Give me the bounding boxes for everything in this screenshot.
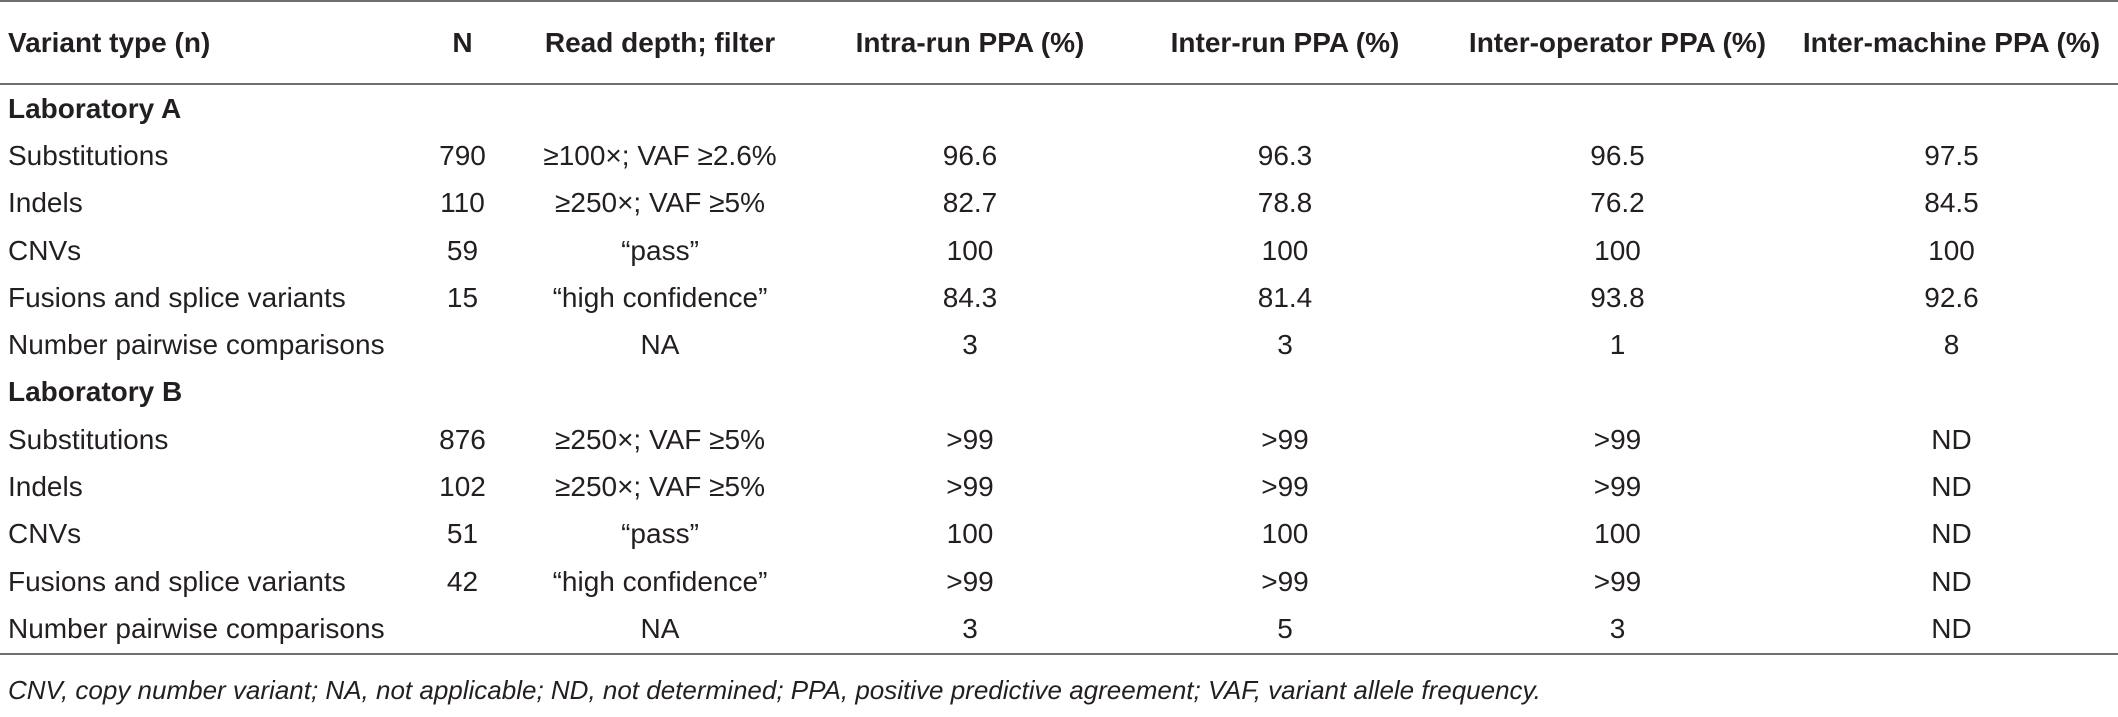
table-cell: >99 [1593, 423, 1642, 455]
table-cell: >99 [1261, 423, 1309, 455]
table-cell: ND [1931, 518, 1972, 550]
table-cell: “pass” [621, 234, 699, 266]
table-row: Fusions and splice variants 15 “high confi… [0, 274, 2118, 321]
table-cell: 82.7 [942, 187, 998, 219]
table-cell: 92.6 [1924, 281, 1979, 313]
section-title: Laboratory B [8, 376, 183, 408]
column-header: Variant type (n) [0, 0, 425, 85]
table-cell: ND [1931, 565, 1972, 597]
table-cell: 100 [1261, 234, 1309, 266]
table-cell: NA [500, 605, 820, 655]
table-cell: 93.8 [1590, 281, 1645, 313]
row-label: Substitutions [8, 139, 169, 171]
column-header: N [425, 0, 500, 85]
table-cell: 8 [1943, 329, 1960, 361]
table-cell: 790 [439, 139, 486, 171]
table-cell: >99 [946, 565, 994, 597]
table-footnote: CNV, copy number variant; NA, not applic… [8, 675, 1541, 705]
table-cell: 81.4 [1257, 281, 1313, 313]
table-cell: 78.8 [1257, 187, 1313, 219]
table-cell: 3 [1450, 605, 1785, 655]
table-row: Number pairwise comparisons NA 3 3 1 8 [0, 321, 2118, 368]
table-cell: >99 [1261, 471, 1309, 503]
column-header: Inter-machine PPA (%) [1785, 0, 2118, 85]
row-label: Fusions and splice variants [8, 565, 346, 597]
table-cell: ≥100×; VAF ≥2.6% [543, 139, 777, 171]
section-row: Laboratory B [0, 369, 2118, 416]
table-cell: 3 [820, 605, 1120, 655]
table-cell: 96.5 [1590, 139, 1645, 171]
table-cell: 100 [946, 234, 994, 266]
table-row: CNVs 59 “pass” 100 100 100 100 [0, 227, 2118, 274]
column-header: Inter-operator PPA (%) [1450, 0, 1785, 85]
table-cell: ≥250×; VAF ≥5% [555, 187, 765, 219]
section-title: Laboratory A [8, 92, 182, 124]
table-cell: >99 [1593, 471, 1642, 503]
table-row: Indels 110 ≥250×; VAF ≥5% 82.7 78.8 76.2 84.5 [0, 180, 2118, 227]
table-cell: 110 [440, 187, 485, 219]
table-cell: 5 [1120, 605, 1450, 655]
table-cell: “pass” [621, 518, 699, 550]
table-cell: 100 [1594, 234, 1641, 266]
row-label: Indels [8, 471, 83, 503]
table-cell: 100 [946, 518, 994, 550]
table-cell: ≥250×; VAF ≥5% [555, 471, 765, 503]
table-row: CNVs 51 “pass” 100 100 100 ND [0, 511, 2118, 558]
table-cell: >99 [1261, 565, 1309, 597]
table-cell: 876 [439, 423, 486, 455]
table-cell: 96.6 [942, 139, 998, 171]
table-cell: “high confidence” [552, 281, 768, 313]
table-row: Number pairwise comparisons NA 3 5 3 ND [0, 605, 2118, 655]
row-label: Fusions and splice variants [8, 281, 346, 313]
table-cell: 102 [439, 471, 486, 503]
table-cell: >99 [1593, 565, 1642, 597]
table-cell: 84.3 [942, 281, 998, 313]
table-cell [425, 605, 500, 655]
row-label: CNVs [8, 518, 82, 550]
row-label: Number pairwise comparisons [0, 605, 425, 655]
table-row: Indels 102 ≥250×; VAF ≥5% >99 >99 >99 ND [0, 463, 2118, 510]
table-row: Fusions and splice variants 42 “high confi… [0, 558, 2118, 605]
row-label: Number pairwise comparisons [8, 329, 385, 361]
table-cell: 15 [446, 281, 479, 313]
table-cell: ND [1931, 423, 1972, 455]
table-cell: 3 [1277, 329, 1293, 361]
table-cell: 84.5 [1924, 187, 1979, 219]
row-label: CNVs [8, 234, 82, 266]
table-cell: “high confidence” [552, 565, 768, 597]
table-cell: >99 [946, 423, 994, 455]
table-cell: 100 [1261, 518, 1309, 550]
column-header: Intra-run PPA (%) [820, 0, 1120, 85]
header-row: Variant type (n) N Read depth; filter Intra… [0, 0, 2118, 85]
table-row: Substitutions 876 ≥250×; VAF ≥5% >99 >99 >99 N… [0, 416, 2118, 463]
variant-ppa-table: Variant type (n) N Read depth; filter Intra… [0, 0, 2118, 655]
table-cell: 100 [1594, 518, 1641, 550]
table-cell: >99 [946, 471, 994, 503]
column-header: Inter-run PPA (%) [1120, 0, 1450, 85]
table-cell: ≥250×; VAF ≥5% [555, 423, 765, 455]
table-cell: 100 [1928, 234, 1975, 266]
table-cell: 76.2 [1590, 187, 1645, 219]
section-row: Laboratory A [0, 84, 2118, 132]
table-cell: NA [640, 329, 680, 361]
table-cell: 96.3 [1257, 139, 1313, 171]
table-cell [425, 321, 500, 368]
row-label: Substitutions [8, 423, 169, 455]
row-label: Indels [8, 187, 83, 219]
table-cell: 59 [446, 234, 479, 266]
table-cell: ND [1931, 471, 1972, 503]
table-header: Variant type (n) N Read depth; filter Intra… [0, 0, 2118, 85]
table-cell: 51 [446, 518, 479, 550]
table-row: Substitutions 790 ≥100×; VAF ≥2.6% 96.6 96.3… [0, 132, 2118, 179]
table-cell: 3 [962, 329, 978, 361]
table-body: Laboratory A Substitutions 790 ≥100×; VAF ≥… [0, 84, 2118, 655]
table-cell: ND [1785, 605, 2118, 655]
table-cell: 1 [1609, 329, 1626, 361]
table-cell: 97.5 [1924, 139, 1979, 171]
table-cell: 42 [446, 565, 479, 597]
column-header: Read depth; filter [500, 0, 820, 85]
